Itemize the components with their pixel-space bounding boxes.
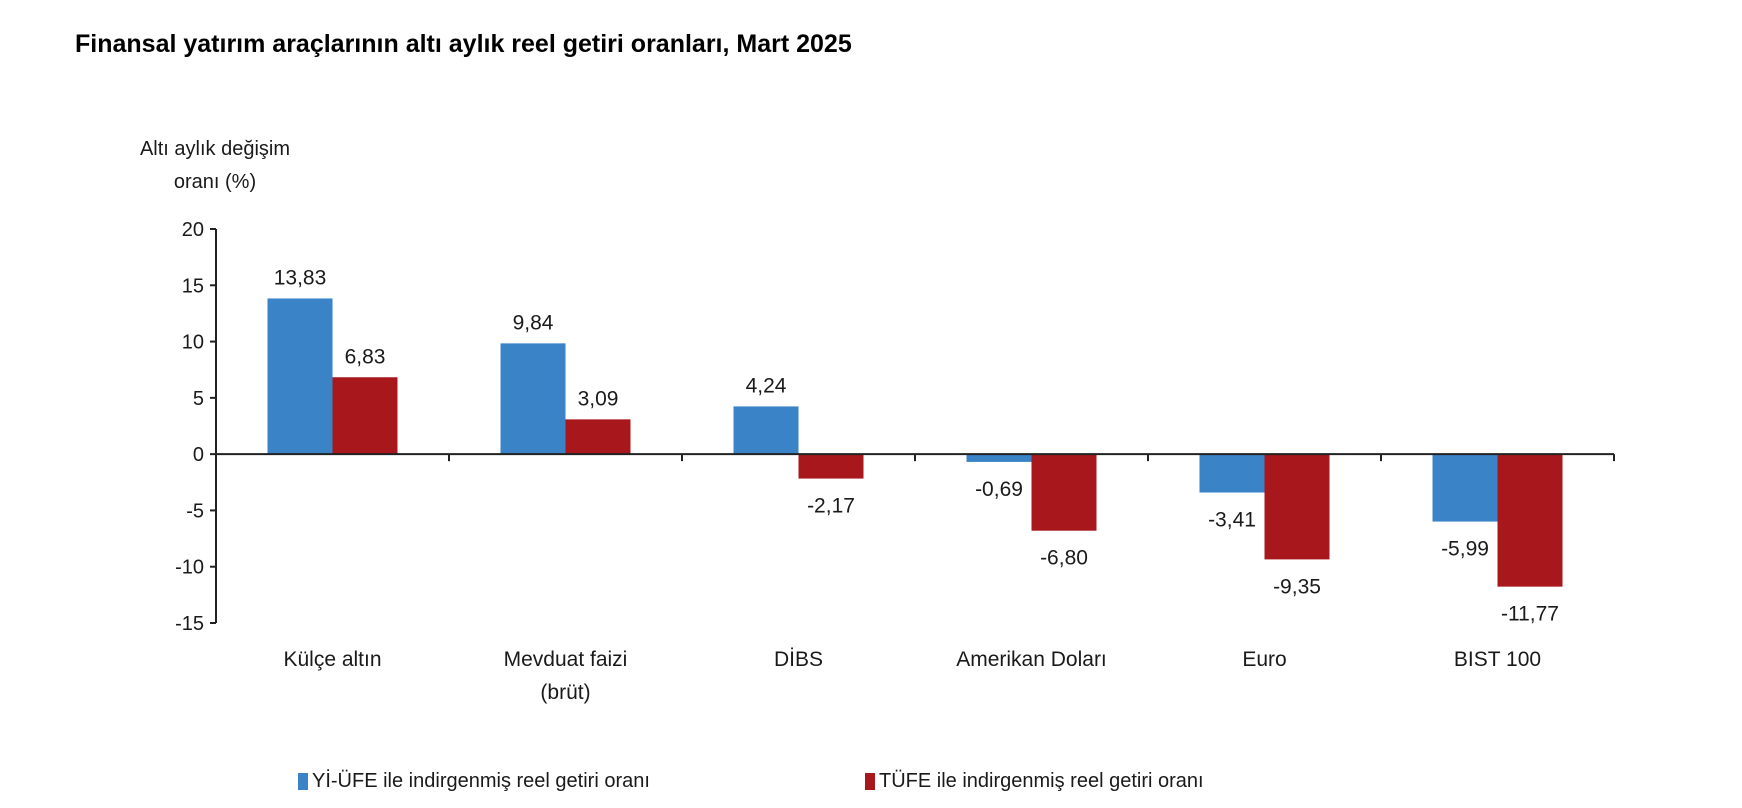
bar-yiufe (1199, 454, 1265, 493)
bar-tufe (1264, 454, 1330, 560)
x-tick-label: Külçe altın (283, 648, 381, 671)
legend-label: TÜFE ile indirgenmiş reel getiri oranı (879, 770, 1204, 792)
y-tick-label: 15 (182, 275, 204, 297)
y-axis-label: Altı aylık değişim oranı (%) (100, 133, 330, 199)
x-tick-label: Euro (1242, 648, 1286, 671)
data-label: -0,69 (975, 478, 1023, 501)
y-tick-label: 20 (182, 219, 204, 241)
data-label: -3,41 (1208, 509, 1256, 532)
bar-yiufe (966, 454, 1032, 462)
data-label: -2,17 (807, 495, 855, 518)
y-axis-label-line-2: oranı (%) (173, 171, 257, 193)
data-label: 4,24 (746, 374, 787, 397)
legend-swatch-red (865, 773, 875, 790)
bar-yiufe (267, 298, 333, 455)
legend-label: Yİ-ÜFE ile indirgenmiş reel getiri oranı (312, 770, 650, 792)
y-axis-label-line-1: Altı aylık değişim (139, 138, 291, 160)
bar-yiufe (1432, 454, 1498, 522)
data-label: 6,83 (345, 345, 386, 368)
data-label: 13,83 (274, 266, 327, 289)
y-tick-label: 0 (193, 444, 204, 466)
y-tick-label: 10 (182, 332, 204, 354)
x-tick-label: Amerikan Doları (956, 648, 1107, 671)
x-tick-label: BIST 100 (1454, 648, 1541, 671)
legend-swatch-blue (298, 773, 308, 790)
y-tick-label: -10 (175, 557, 204, 579)
data-label: 3,09 (578, 387, 619, 410)
x-tick-label: DİBS (774, 648, 823, 671)
bar-yiufe (500, 343, 566, 455)
y-tick-label: -5 (186, 500, 204, 522)
bar-tufe (1497, 454, 1563, 587)
bar-tufe (565, 419, 631, 455)
legend-item-tufe: TÜFE ile indirgenmiş reel getiri oranı (865, 770, 1204, 793)
legend-item-yiufe: Yİ-ÜFE ile indirgenmiş reel getiri oranı (298, 770, 650, 793)
data-label: 9,84 (513, 311, 554, 334)
x-tick-label: Mevduat faizi (504, 648, 628, 671)
data-label: -6,80 (1040, 547, 1088, 570)
data-label: -9,35 (1273, 575, 1321, 598)
bar-yiufe (733, 406, 799, 455)
data-label: -5,99 (1441, 538, 1489, 561)
bar-tufe (798, 454, 864, 479)
bar-tufe (1031, 454, 1097, 531)
chart-title: Finansal yatırım araçlarının altı aylık … (75, 30, 852, 58)
y-tick-label: 5 (193, 388, 204, 410)
data-label: -11,77 (1501, 603, 1559, 626)
x-tick-label: (brüt) (540, 681, 590, 704)
y-tick-label: -15 (175, 613, 204, 635)
bar-tufe (332, 377, 398, 455)
